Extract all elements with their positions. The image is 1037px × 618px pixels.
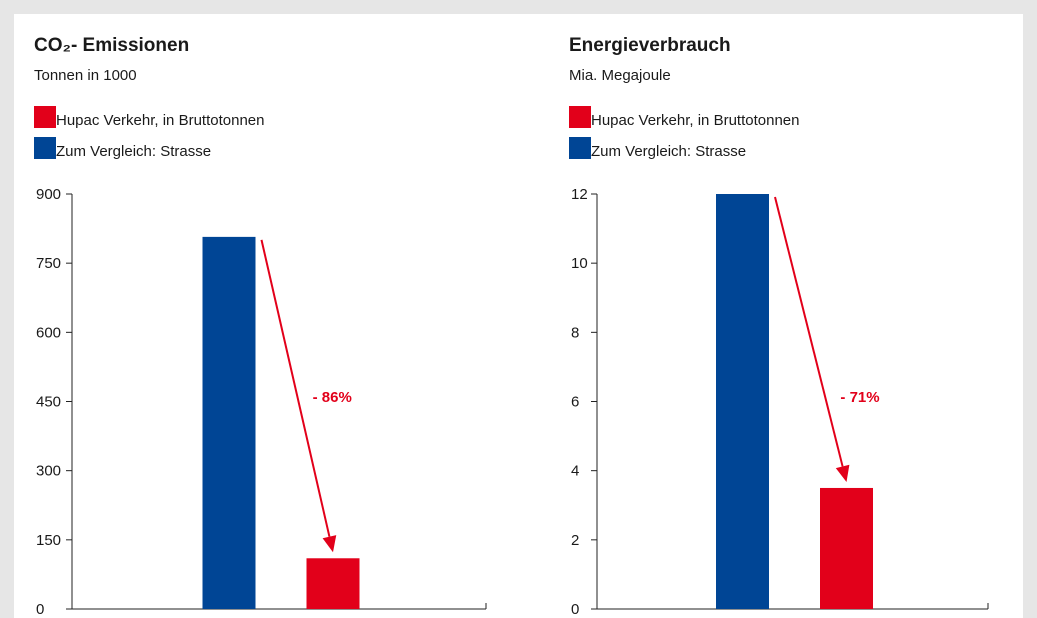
y-tick-label: 600 (36, 324, 61, 341)
legend-label: Zum Vergleich: Strasse (591, 143, 746, 160)
annotation-arrowhead (835, 464, 850, 482)
y-tick-label: 2 (571, 532, 579, 549)
legend-label: Hupac Verkehr, in Bruttotonnen (591, 112, 799, 129)
bar (716, 194, 769, 609)
annotation-label: - 71% (840, 389, 879, 406)
y-tick-label: 12 (571, 186, 588, 203)
chart-title: Energieverbrauch (569, 35, 731, 56)
annotation-arrow (260, 239, 331, 537)
y-tick-label: 0 (571, 601, 579, 618)
bar (820, 487, 873, 609)
annotation-arrowhead (322, 535, 337, 553)
y-tick-label: 900 (36, 186, 61, 203)
y-tick-label: 750 (36, 255, 61, 272)
y-tick-label: 6 (571, 394, 579, 411)
legend-swatch (569, 106, 591, 128)
chart-subtitle: Tonnen in 1000 (34, 67, 137, 84)
y-tick-label: 450 (36, 394, 61, 411)
legend-swatch (34, 137, 56, 159)
y-tick-label: 4 (571, 463, 579, 480)
bar (202, 236, 256, 609)
chart-title: CO₂- Emissionen (34, 35, 189, 56)
chart-subtitle: Mia. Megajoule (569, 67, 671, 84)
annotation-arrow (774, 196, 844, 467)
legend-swatch (34, 106, 56, 128)
y-tick-label: 0 (36, 601, 44, 618)
y-tick-label: 150 (36, 532, 61, 549)
legend-swatch (569, 137, 591, 159)
legend-label: Hupac Verkehr, in Bruttotonnen (56, 112, 264, 129)
y-tick-label: 10 (571, 255, 588, 272)
bar (306, 558, 360, 609)
annotation-label: - 86% (313, 389, 352, 406)
y-tick-label: 8 (571, 324, 579, 341)
y-tick-label: 300 (36, 463, 61, 480)
legend-label: Zum Vergleich: Strasse (56, 143, 211, 160)
